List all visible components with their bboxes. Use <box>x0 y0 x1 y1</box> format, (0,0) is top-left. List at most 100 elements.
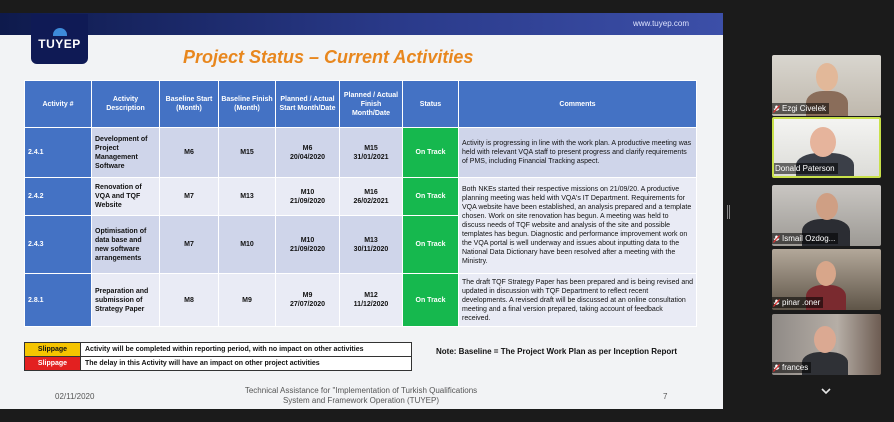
start-month: M10 <box>300 236 315 244</box>
slippage-amber-swatch: Slippage <box>24 342 81 357</box>
mic-muted-icon <box>773 298 780 307</box>
baseline-finish: M13 <box>218 177 276 216</box>
activity-comment: The draft TQF Strategy Paper has been pr… <box>458 273 697 327</box>
planned-start: M9 27/07/2020 <box>275 273 340 327</box>
status-badge: On Track <box>402 127 459 178</box>
baseline-start: M6 <box>159 127 219 178</box>
participant-name: Ismail Ozdog... <box>782 234 836 243</box>
person-head <box>816 63 838 91</box>
planned-finish: M15 31/01/2021 <box>339 127 403 178</box>
table-row: 2.4.2 Renovation of VQA and TQF Website … <box>24 177 697 274</box>
legend-text: The delay in this Activity will have an … <box>80 356 412 371</box>
finish-date: 26/02/2021 <box>353 197 389 205</box>
planned-finish: M16 26/02/2021 <box>339 177 403 216</box>
start-month: M10 <box>300 188 315 196</box>
col-header: Baseline Finish (Month) <box>218 80 276 128</box>
participant-tile[interactable]: pinar .oner <box>772 249 881 310</box>
finish-month: M15 <box>364 144 378 152</box>
start-date: 20/04/2020 <box>289 153 326 161</box>
table-row: 2.4.1 Development of Project Management … <box>24 127 697 178</box>
activity-id: 2.4.1 <box>24 127 92 178</box>
panel-resize-handle[interactable] <box>727 205 730 219</box>
activity-description: Renovation of VQA and TQF Website <box>91 177 160 216</box>
person-head <box>814 326 836 353</box>
planned-finish: M12 11/12/2020 <box>339 273 403 327</box>
finish-date: 30/11/2020 <box>353 245 389 253</box>
participant-name: pinar .oner <box>782 298 821 307</box>
baseline-start: M7 <box>159 177 219 216</box>
shared-screen-slide: www.tuyep.com TUYEP Project Status – Cur… <box>0 13 723 409</box>
col-header: Comments <box>458 80 697 128</box>
col-header: Activity # <box>24 80 92 128</box>
start-date: 21/09/2020 <box>289 245 326 253</box>
site-url: www.tuyep.com <box>632 19 689 28</box>
finish-month: M13 <box>364 236 378 244</box>
person-silhouette <box>802 352 848 375</box>
finish-date: 11/12/2020 <box>353 301 389 308</box>
activity-comment: Activity is progressing in line with the… <box>458 127 697 178</box>
slide-title: Project Status – Current Activities <box>183 47 474 67</box>
participant-name-tag: Ezgi Civelek <box>772 103 830 114</box>
person-head <box>816 193 838 220</box>
chevron-down-icon[interactable] <box>816 384 836 398</box>
slide-header-bar: www.tuyep.com <box>0 13 723 35</box>
baseline-finish: M9 <box>218 273 276 327</box>
person-head <box>810 127 836 157</box>
planned-start: M10 21/09/2020 <box>275 215 340 274</box>
participant-name-tag: Donald Paterson <box>774 163 838 174</box>
status-badge: On Track <box>402 273 459 327</box>
participant-name-tag: Ismail Ozdog... <box>772 233 839 244</box>
participant-name: frances <box>782 363 809 372</box>
baseline-note: Note: Baseline = The Project Work Plan a… <box>436 347 678 356</box>
slippage-red-swatch: Slippage <box>24 356 81 371</box>
activity-id: 2.8.1 <box>24 273 92 327</box>
table-header-row: Activity # Activity Description Baseline… <box>24 80 697 128</box>
page-number: 7 <box>663 392 668 401</box>
participant-tile[interactable]: Ezgi Civelek <box>772 55 881 116</box>
participant-tile-active-speaker[interactable]: Donald Paterson <box>772 117 881 178</box>
participant-tile[interactable]: Ismail Ozdog... <box>772 185 881 246</box>
participant-tile[interactable]: frances <box>772 314 881 375</box>
tuyep-logo: TUYEP <box>31 14 88 64</box>
logo-mark-icon <box>52 27 67 36</box>
status-badge: On Track <box>402 177 459 216</box>
table-row: 2.8.1 Preparation and submission of Stra… <box>24 273 697 327</box>
logo-text: TUYEP <box>38 36 81 51</box>
activity-id: 2.4.3 <box>24 215 92 274</box>
mic-muted-icon <box>773 104 780 113</box>
activity-description: Optimisation of data base and new softwa… <box>91 215 160 274</box>
col-header: Baseline Start (Month) <box>159 80 219 128</box>
start-date: 27/07/2020 <box>289 301 326 308</box>
footer-date: 02/11/2020 <box>55 392 95 401</box>
col-header: Activity Description <box>91 80 160 128</box>
participant-name-tag: frances <box>772 362 812 373</box>
start-date: 21/09/2020 <box>289 197 326 205</box>
planned-finish: M13 30/11/2020 <box>339 215 403 274</box>
mic-muted-icon <box>773 234 780 243</box>
activity-description: Preparation and submission of Strategy P… <box>91 273 160 327</box>
baseline-start: M7 <box>159 215 219 274</box>
participant-name: Donald Paterson <box>775 164 835 173</box>
footer-project-name: Technical Assistance for "Implementation… <box>244 386 478 405</box>
planned-start: M10 21/09/2020 <box>275 177 340 216</box>
planned-start: M6 20/04/2020 <box>275 127 340 178</box>
baseline-finish: M10 <box>218 215 276 274</box>
baseline-finish: M15 <box>218 127 276 178</box>
legend-row: Slippage The delay in this Activity will… <box>24 356 412 371</box>
participant-name: Ezgi Civelek <box>782 104 827 113</box>
participant-name-tag: pinar .oner <box>772 297 824 308</box>
activity-comment: Both NKEs started their respective missi… <box>458 177 697 274</box>
legend-row: Slippage Activity will be completed with… <box>24 342 412 357</box>
finish-date: 31/01/2021 <box>353 153 389 161</box>
activity-status-table: Activity # Activity Description Baseline… <box>24 80 697 327</box>
table-row: 2.4.3 Optimisation of data base and new … <box>24 215 697 274</box>
status-badge: On Track <box>402 215 459 274</box>
slippage-legend: Slippage Activity will be completed with… <box>24 342 412 371</box>
finish-month: M16 <box>364 188 378 196</box>
col-header: Planned / Actual Finish Month/Date <box>339 80 403 128</box>
mic-muted-icon <box>773 363 780 372</box>
finish-month: M12 <box>364 292 378 299</box>
baseline-start: M8 <box>159 273 219 327</box>
start-month: M6 <box>302 144 313 152</box>
